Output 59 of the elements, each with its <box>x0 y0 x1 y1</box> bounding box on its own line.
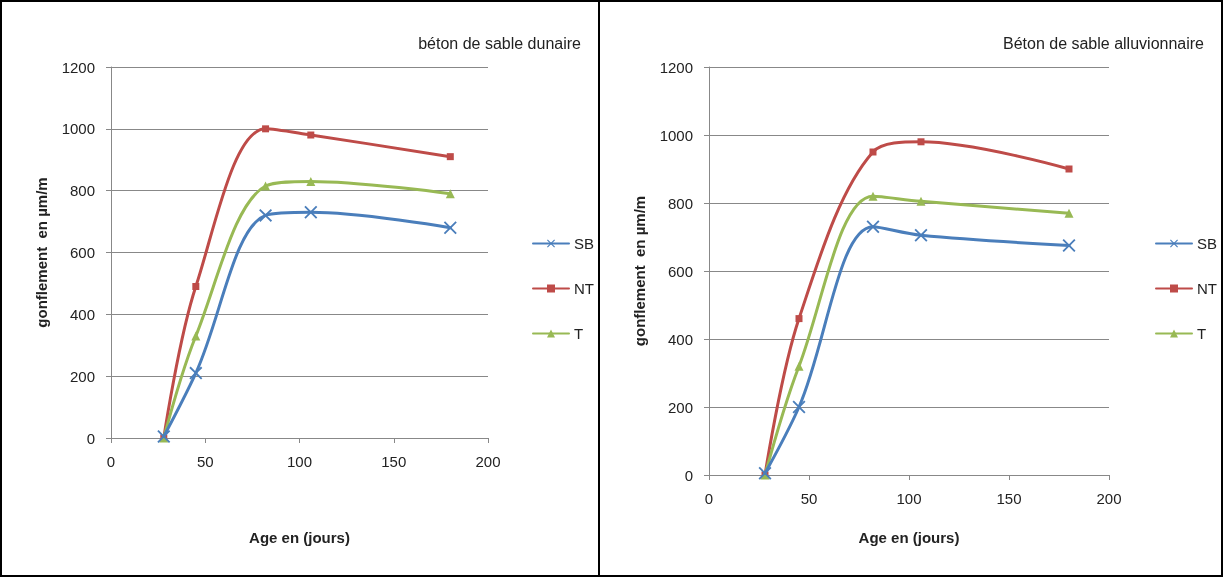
x-tick-label: 150 <box>996 490 1022 507</box>
y-tick-label: 1200 <box>61 58 95 76</box>
y-tick-label: 1000 <box>61 120 95 138</box>
y-tick-label: 1200 <box>659 58 693 76</box>
point <box>1065 165 1073 173</box>
y-tick-label: 0 <box>684 466 693 484</box>
point <box>1064 208 1074 218</box>
point <box>189 366 203 380</box>
y-tick-label: 800 <box>69 182 95 200</box>
chart-title: Béton de sable alluvionnaire <box>1002 34 1205 52</box>
legend-label: NT <box>1197 280 1217 297</box>
point <box>758 466 772 480</box>
legend-label: SB <box>574 235 595 252</box>
chart-title: béton de sable dunaire <box>418 34 582 52</box>
y-tick-label: 600 <box>69 244 95 261</box>
y-tick-label: 0 <box>86 429 95 447</box>
x-tick-label: 0 <box>106 453 116 470</box>
y-tick-label: 200 <box>667 398 693 416</box>
point <box>866 220 880 234</box>
y-tick-label: 200 <box>69 367 95 385</box>
point <box>261 181 271 191</box>
x-tick-label: 100 <box>286 453 313 470</box>
x-tick-label: 0 <box>704 490 714 507</box>
x-tick-label: 150 <box>381 453 407 470</box>
point <box>795 315 803 323</box>
point <box>917 138 925 146</box>
x-axis-title: Age en (jours) <box>249 529 350 546</box>
point <box>259 208 273 222</box>
point <box>914 228 928 242</box>
y-tick-label: 800 <box>667 194 693 212</box>
point <box>792 400 806 414</box>
y-axis-title: gonflement en µm/m <box>33 177 50 328</box>
point <box>157 429 171 443</box>
point <box>443 221 457 235</box>
point <box>916 196 926 206</box>
legend-label: T <box>574 325 584 342</box>
point <box>869 148 877 156</box>
y-tick-label: 400 <box>667 330 693 348</box>
point <box>304 205 318 219</box>
point <box>446 153 454 161</box>
x-axis-title: Age en (jours) <box>858 529 960 546</box>
point <box>307 131 315 139</box>
point <box>794 361 804 371</box>
point <box>868 191 878 201</box>
y-tick-label: 600 <box>667 262 693 280</box>
point <box>262 125 270 133</box>
x-tick-label: 200 <box>1096 490 1122 507</box>
y-tick-label: 1000 <box>659 126 693 144</box>
y-tick-label: 400 <box>69 305 95 323</box>
point <box>192 283 200 291</box>
point <box>306 176 316 186</box>
x-tick-label: 200 <box>475 453 501 470</box>
legend-label: T <box>1197 325 1207 342</box>
legend-label: NT <box>574 280 594 297</box>
x-tick-label: 50 <box>196 453 214 470</box>
legend-label: SB <box>1197 235 1218 252</box>
y-axis-title: gonflement en µm/m <box>631 195 648 347</box>
x-tick-label: 50 <box>800 490 818 507</box>
x-tick-label: 100 <box>896 490 922 507</box>
